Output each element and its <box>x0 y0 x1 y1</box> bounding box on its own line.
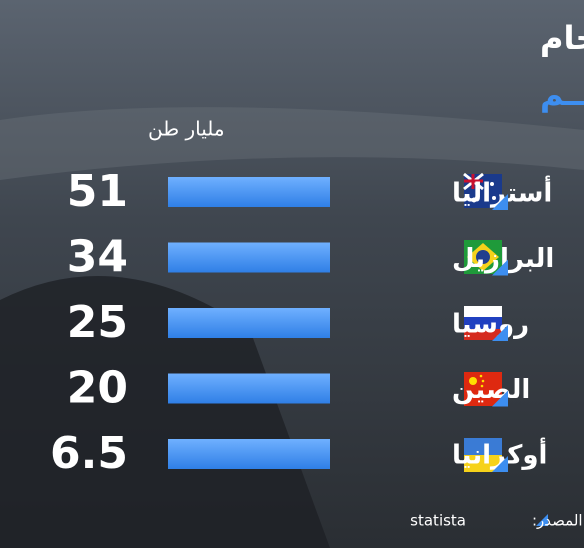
flag-corner <box>492 456 508 472</box>
value-label: 6.5 <box>50 428 128 479</box>
value-label: 51 <box>67 166 128 217</box>
category-label: روسيا <box>452 310 529 340</box>
source: statista <box>410 512 466 530</box>
background-rock <box>0 276 330 548</box>
flag-ukraine <box>464 438 502 472</box>
chart-subtitle: فـــي العـــالـــم <box>540 75 584 113</box>
source-label: المصدر: <box>532 512 583 530</box>
flag-china <box>464 372 502 406</box>
flag-corner <box>492 325 508 341</box>
flag-corner <box>492 194 508 210</box>
unit-label: مليار طن <box>148 117 225 141</box>
source-icon <box>536 514 548 526</box>
bar-band <box>168 439 330 469</box>
flags <box>463 172 502 472</box>
value-label: 20 <box>67 363 128 414</box>
flag-corner <box>492 259 508 276</box>
value-label: 34 <box>67 232 128 283</box>
flag-russia <box>464 306 502 340</box>
flag-australia <box>463 172 502 208</box>
flag-brazil <box>464 240 502 274</box>
bar-band <box>168 177 330 207</box>
bar-band <box>168 242 330 273</box>
bar-band <box>168 373 330 404</box>
background-terrace <box>0 107 584 180</box>
chart-title: أكبر احتياطيات الحديد الخام <box>540 17 584 57</box>
category-label: الصين <box>452 375 530 405</box>
bar-band <box>168 308 330 338</box>
value-label: 25 <box>67 297 128 348</box>
flag-corner <box>492 390 508 407</box>
